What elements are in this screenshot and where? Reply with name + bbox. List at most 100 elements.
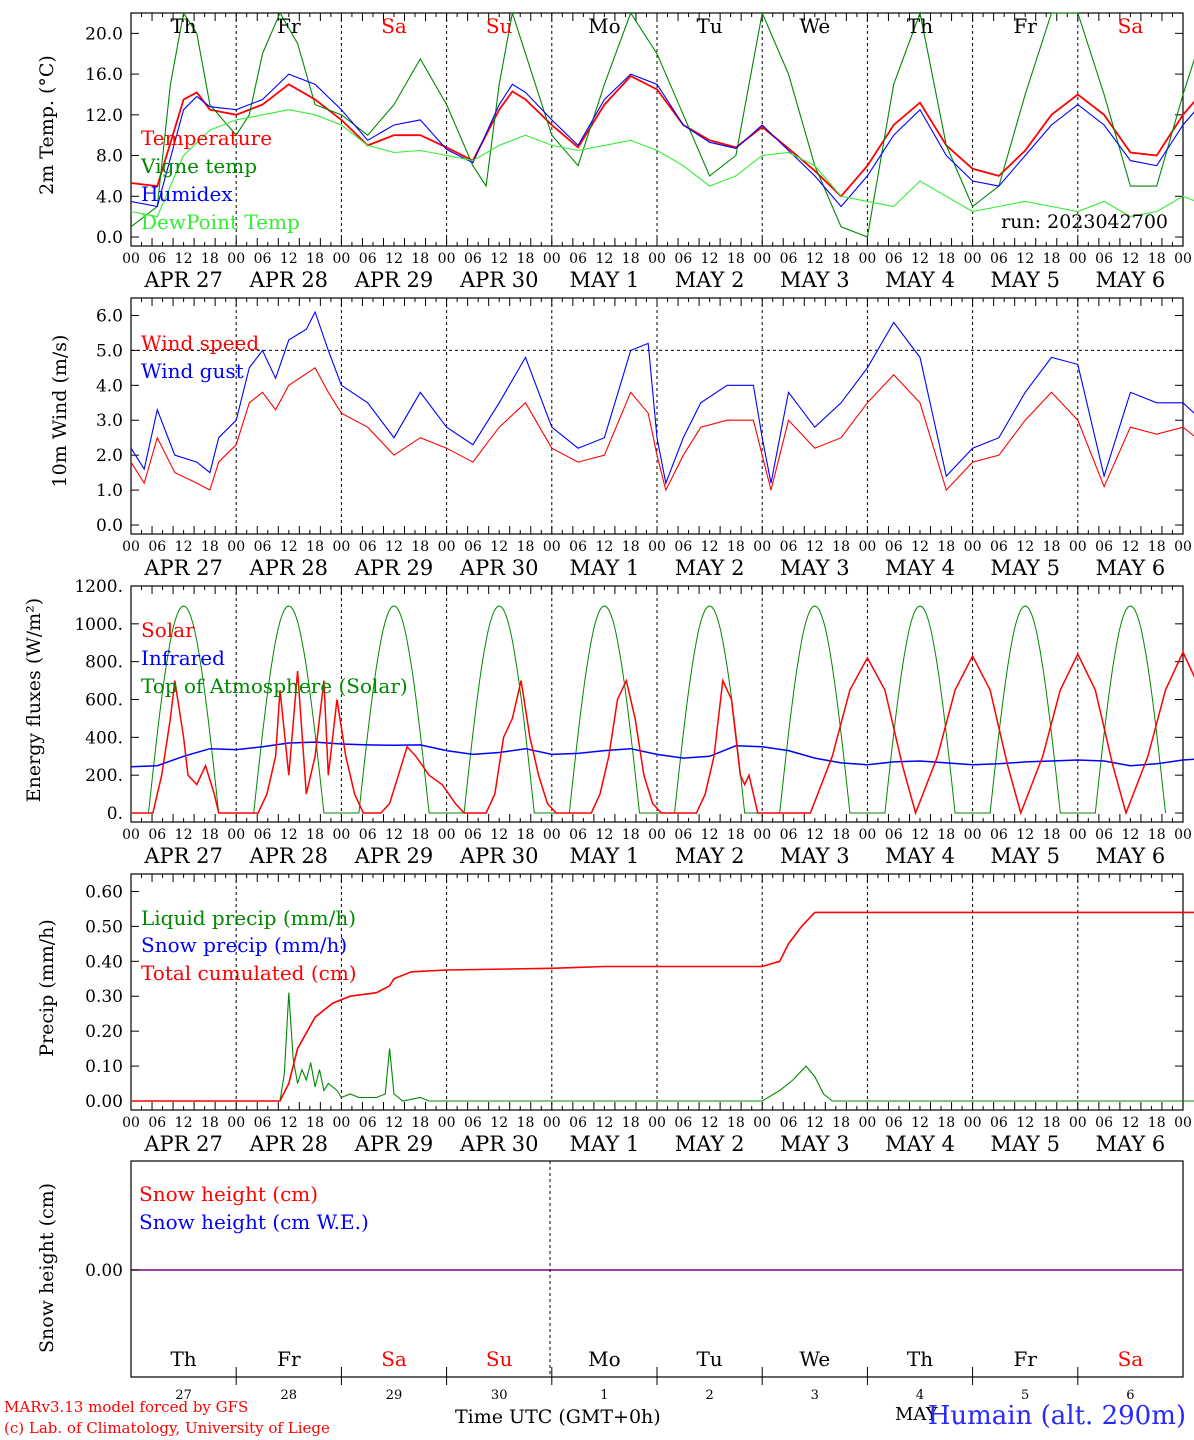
hour-tick-label: 18 (1043, 1115, 1061, 1131)
hour-tick-label: 00 (438, 539, 456, 555)
y-tick-label: 1200. (74, 577, 123, 597)
hour-tick-label: 12 (806, 827, 824, 843)
y-tick-label: 5.0 (96, 341, 123, 361)
hour-tick-label: 06 (148, 827, 166, 843)
hour-tick-label: 12 (701, 251, 719, 267)
hour-tick-label: 00 (1069, 1115, 1087, 1131)
hour-tick-label: 18 (832, 251, 850, 267)
weekday-label-bottom: Th (907, 1347, 933, 1371)
y-tick-label: 16.0 (85, 65, 123, 85)
y-tick-label: 0.0 (96, 516, 123, 536)
date-label: APR 30 (459, 844, 539, 868)
hour-tick-label: 00 (858, 539, 876, 555)
date-label: MAY 3 (780, 556, 850, 580)
y-tick-label: 12.0 (85, 106, 123, 126)
weekday-label-bottom: Tu (696, 1347, 722, 1371)
hour-tick-label: 06 (569, 827, 587, 843)
weekday-label: Fr (277, 14, 301, 38)
hour-tick-label: 00 (753, 827, 771, 843)
date-label: APR 29 (354, 1132, 434, 1156)
hour-tick-label: 06 (464, 1115, 482, 1131)
hour-tick-label: 12 (701, 539, 719, 555)
weekday-label: Tu (696, 14, 722, 38)
hour-tick-label: 18 (411, 251, 429, 267)
weekday-label: Fr (1013, 14, 1037, 38)
hour-tick-label: 18 (411, 539, 429, 555)
liquid-precip-line (131, 992, 1194, 1102)
y-axis-label: Energy fluxes (W/m²) (23, 598, 45, 802)
hour-tick-label: 06 (990, 1115, 1008, 1131)
hour-tick-label: 18 (832, 539, 850, 555)
hour-tick-label: 06 (780, 539, 798, 555)
hour-tick-label: 00 (858, 827, 876, 843)
hour-tick-label: 06 (148, 251, 166, 267)
hour-tick-label: 00 (648, 827, 666, 843)
hour-tick-label: 12 (280, 1115, 298, 1131)
date-label: MAY 2 (675, 1132, 745, 1156)
hour-tick-label: 00 (858, 1115, 876, 1131)
weekday-label-bottom: Th (170, 1347, 196, 1371)
hour-tick-label: 00 (122, 1115, 140, 1131)
hour-tick-label: 00 (543, 539, 561, 555)
date-label: APR 29 (354, 844, 434, 868)
hour-tick-label: 18 (1043, 827, 1061, 843)
weekday-label: Mo (588, 14, 621, 38)
hour-tick-label: 06 (464, 251, 482, 267)
day-number-label: 5 (1021, 1388, 1029, 1403)
weekday-label-bottom: Fr (1013, 1347, 1037, 1371)
hour-tick-label: 06 (569, 539, 587, 555)
y-tick-label: 0.20 (85, 1022, 123, 1042)
hour-tick-label: 06 (359, 539, 377, 555)
hour-tick-label: 00 (438, 827, 456, 843)
date-label: MAY 4 (885, 1132, 955, 1156)
y-tick-label: 3.0 (96, 411, 123, 431)
hour-tick-label: 18 (306, 251, 324, 267)
y-tick-label: 800. (85, 653, 123, 673)
hour-tick-label: 00 (438, 1115, 456, 1131)
date-label: MAY 4 (885, 268, 955, 292)
y-tick-label: 400. (85, 728, 123, 748)
weekday-label-bottom: Sa (1118, 1347, 1144, 1371)
hour-tick-label: 18 (201, 251, 219, 267)
hour-tick-label: 12 (280, 539, 298, 555)
hour-tick-label: 00 (332, 539, 350, 555)
y-axis-label: 2m Temp. (°C) (36, 55, 58, 195)
hour-tick-label: 18 (622, 1115, 640, 1131)
date-label: APR 28 (249, 268, 329, 292)
footer-model: MARv3.13 model forced by GFS (4, 1398, 249, 1416)
hour-tick-label: 18 (832, 1115, 850, 1131)
date-label: MAY 2 (675, 268, 745, 292)
hour-tick-label: 06 (1095, 251, 1113, 267)
hour-tick-label: 12 (1121, 1115, 1139, 1131)
hour-tick-label: 00 (964, 827, 982, 843)
hour-tick-label: 12 (1016, 251, 1034, 267)
weekday-label-bottom: Su (486, 1347, 513, 1371)
date-label: MAY 5 (990, 268, 1060, 292)
hour-tick-label: 12 (595, 539, 613, 555)
hour-tick-label: 06 (359, 827, 377, 843)
date-label: APR 28 (249, 556, 329, 580)
hour-tick-label: 00 (438, 251, 456, 267)
hour-tick-label: 06 (464, 827, 482, 843)
run-label: run: 2023042700 (1001, 211, 1168, 233)
hour-tick-label: 00 (964, 1115, 982, 1131)
hour-tick-label: 18 (1148, 827, 1166, 843)
hour-tick-label: 00 (122, 539, 140, 555)
hour-tick-label: 12 (806, 1115, 824, 1131)
date-label: MAY 5 (990, 556, 1060, 580)
hour-tick-label: 12 (490, 251, 508, 267)
wind-series-line (130, 310, 1194, 486)
legend-vigne-temp: Vigne temp (140, 154, 257, 178)
weekday-label: Sa (1118, 14, 1144, 38)
hour-tick-label: 18 (937, 251, 955, 267)
y-tick-label: 4.0 (96, 187, 123, 207)
hour-tick-label: 12 (1016, 1115, 1034, 1131)
infrared-series-line (130, 741, 1194, 768)
date-label: APR 27 (143, 844, 223, 868)
y-tick-label: 0.00 (85, 1261, 123, 1281)
hour-tick-label: 00 (1174, 1115, 1192, 1131)
hour-tick-label: 00 (1069, 251, 1087, 267)
y-axis-label: Snow height (cm) (36, 1183, 58, 1353)
hour-tick-label: 00 (332, 827, 350, 843)
